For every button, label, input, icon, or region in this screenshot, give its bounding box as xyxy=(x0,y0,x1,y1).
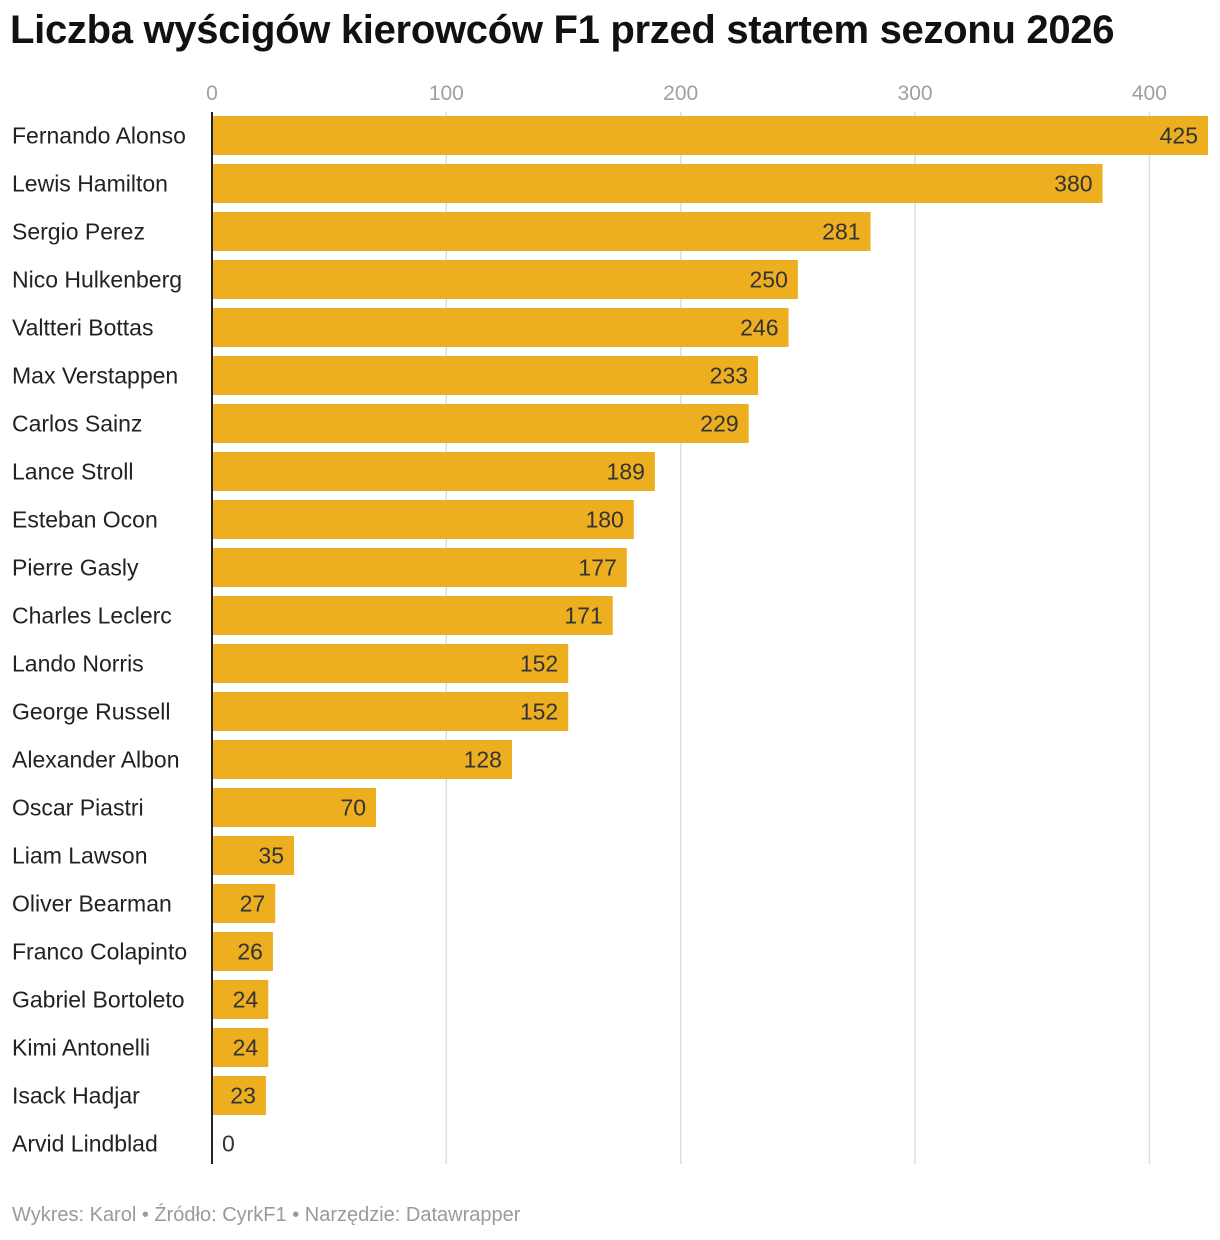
value-label: 229 xyxy=(700,411,738,437)
value-label: 246 xyxy=(740,315,778,341)
value-label: 23 xyxy=(230,1083,256,1109)
category-label: Carlos Sainz xyxy=(12,411,142,437)
bar xyxy=(212,308,789,347)
category-label: Oscar Piastri xyxy=(12,795,144,821)
value-label: 35 xyxy=(258,843,284,869)
chart-footer: Wykres: Karol • Źródło: CyrkF1 • Narzędz… xyxy=(12,1204,521,1226)
category-label: Sergio Perez xyxy=(12,219,145,245)
category-label: Arvid Lindblad xyxy=(12,1131,158,1157)
value-label: 425 xyxy=(1160,123,1198,149)
bar xyxy=(212,1076,266,1115)
bar xyxy=(212,692,569,731)
category-label: Esteban Ocon xyxy=(12,507,158,533)
value-label: 180 xyxy=(585,507,623,533)
bar xyxy=(212,404,749,443)
value-label: 24 xyxy=(233,1035,259,1061)
value-label: 152 xyxy=(520,651,558,677)
category-label: Lando Norris xyxy=(12,651,144,677)
bar xyxy=(212,740,512,779)
x-tick-label: 100 xyxy=(429,82,464,105)
value-label: 24 xyxy=(233,987,259,1013)
category-label: Lewis Hamilton xyxy=(12,171,168,197)
category-labels: Fernando Alonso Lewis Hamilton Sergio Pere… xyxy=(12,123,187,1157)
bar xyxy=(212,500,634,539)
value-labels: 4253802812502462332291891801771711521521… xyxy=(222,123,1198,1157)
bar xyxy=(212,260,798,299)
bar xyxy=(212,932,273,971)
bar xyxy=(212,356,759,395)
category-label: George Russell xyxy=(12,699,171,725)
x-tick-label: 400 xyxy=(1132,82,1167,105)
chart-title: Liczba wyścigów kierowców F1 przed start… xyxy=(10,8,1115,52)
bar xyxy=(212,884,276,923)
category-label: Valtteri Bottas xyxy=(12,315,153,341)
value-label: 171 xyxy=(564,603,602,629)
category-label: Liam Lawson xyxy=(12,843,148,869)
category-label: Alexander Albon xyxy=(12,747,180,773)
bars xyxy=(212,116,1208,1115)
bar xyxy=(212,1028,269,1067)
category-label: Charles Leclerc xyxy=(12,603,172,629)
value-label: 70 xyxy=(340,795,366,821)
x-tick-label: 300 xyxy=(898,82,933,105)
value-label: 0 xyxy=(222,1131,235,1157)
value-label: 27 xyxy=(240,891,266,917)
category-label: Franco Colapinto xyxy=(12,939,187,965)
bar xyxy=(212,596,613,635)
x-axis-ticks: 0 100 200 300 400 xyxy=(206,82,1167,105)
category-label: Isack Hadjar xyxy=(12,1083,140,1109)
value-label: 380 xyxy=(1054,171,1092,197)
bar xyxy=(212,452,655,491)
value-label: 26 xyxy=(237,939,263,965)
category-label: Kimi Antonelli xyxy=(12,1035,150,1061)
category-label: Fernando Alonso xyxy=(12,123,186,149)
value-label: 177 xyxy=(578,555,616,581)
value-label: 189 xyxy=(607,459,645,485)
bar xyxy=(212,548,627,587)
bar xyxy=(212,980,269,1019)
value-label: 233 xyxy=(710,363,748,389)
bar xyxy=(212,644,569,683)
category-label: Lance Stroll xyxy=(12,459,133,485)
x-tick-label: 200 xyxy=(663,82,698,105)
bar xyxy=(212,788,377,827)
category-label: Gabriel Bortoleto xyxy=(12,987,185,1013)
bar xyxy=(212,164,1103,203)
category-label: Pierre Gasly xyxy=(12,555,139,581)
category-label: Max Verstappen xyxy=(12,363,178,389)
bar xyxy=(212,212,871,251)
x-tick-label: 0 xyxy=(206,82,218,105)
category-label: Nico Hulkenberg xyxy=(12,267,182,293)
bar xyxy=(212,836,295,875)
category-label: Oliver Bearman xyxy=(12,891,172,917)
value-label: 128 xyxy=(464,747,502,773)
value-label: 250 xyxy=(750,267,788,293)
bar xyxy=(212,116,1208,155)
value-label: 281 xyxy=(822,219,860,245)
value-label: 152 xyxy=(520,699,558,725)
